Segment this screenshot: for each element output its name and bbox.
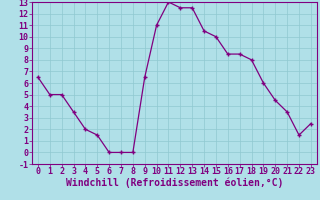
X-axis label: Windchill (Refroidissement éolien,°C): Windchill (Refroidissement éolien,°C) — [66, 178, 283, 188]
